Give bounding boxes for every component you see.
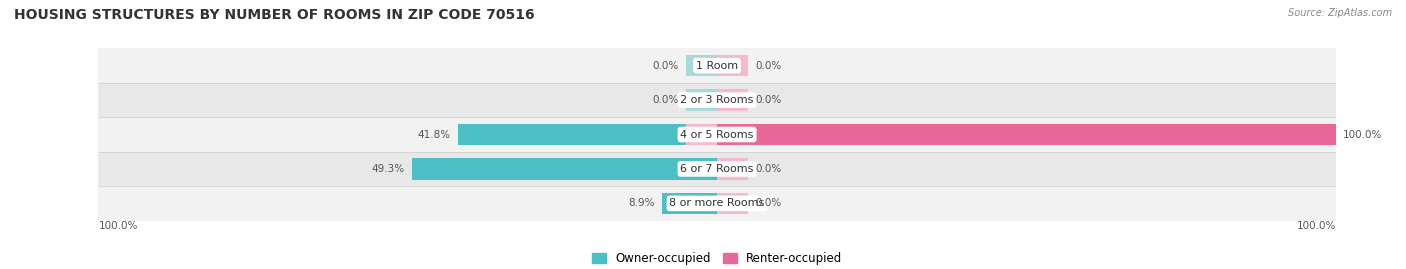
Bar: [686, 124, 717, 145]
Bar: [717, 193, 748, 214]
Bar: [662, 193, 717, 214]
Text: 41.8%: 41.8%: [418, 129, 451, 140]
Text: 0.0%: 0.0%: [755, 95, 782, 105]
Bar: [98, 48, 1336, 83]
Text: 0.0%: 0.0%: [652, 61, 679, 71]
Bar: [717, 193, 748, 214]
Bar: [717, 124, 1336, 145]
Text: 0.0%: 0.0%: [755, 164, 782, 174]
Text: 100.0%: 100.0%: [1343, 129, 1382, 140]
Bar: [412, 158, 717, 180]
Text: 100.0%: 100.0%: [98, 221, 138, 231]
Text: 0.0%: 0.0%: [755, 61, 782, 71]
Text: 8.9%: 8.9%: [628, 198, 655, 208]
Text: 1 Room: 1 Room: [696, 61, 738, 71]
Bar: [686, 89, 717, 111]
Bar: [717, 158, 748, 180]
Text: 49.3%: 49.3%: [371, 164, 405, 174]
Text: 6 or 7 Rooms: 6 or 7 Rooms: [681, 164, 754, 174]
Legend: Owner-occupied, Renter-occupied: Owner-occupied, Renter-occupied: [586, 247, 848, 269]
Bar: [717, 55, 748, 76]
Bar: [717, 124, 748, 145]
Text: HOUSING STRUCTURES BY NUMBER OF ROOMS IN ZIP CODE 70516: HOUSING STRUCTURES BY NUMBER OF ROOMS IN…: [14, 8, 534, 22]
Bar: [717, 89, 748, 111]
Text: 0.0%: 0.0%: [755, 198, 782, 208]
Text: 0.0%: 0.0%: [652, 95, 679, 105]
Bar: [98, 83, 1336, 117]
Bar: [98, 152, 1336, 186]
Bar: [686, 55, 717, 76]
Text: Source: ZipAtlas.com: Source: ZipAtlas.com: [1288, 8, 1392, 18]
Bar: [717, 158, 748, 180]
Text: 8 or more Rooms: 8 or more Rooms: [669, 198, 765, 208]
Bar: [458, 124, 717, 145]
Bar: [98, 117, 1336, 152]
Text: 2 or 3 Rooms: 2 or 3 Rooms: [681, 95, 754, 105]
Bar: [98, 186, 1336, 221]
Text: 4 or 5 Rooms: 4 or 5 Rooms: [681, 129, 754, 140]
Text: 100.0%: 100.0%: [1296, 221, 1336, 231]
